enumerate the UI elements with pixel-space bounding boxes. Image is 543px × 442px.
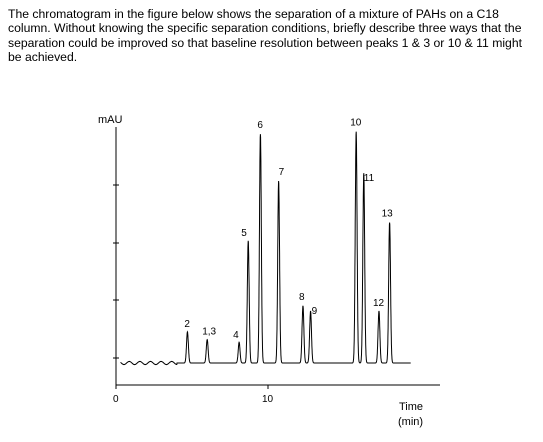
peak-label-4: 5 bbox=[241, 228, 247, 239]
x-tick-label-10: 10 bbox=[262, 394, 274, 405]
peak-label-7: 8 bbox=[299, 292, 305, 303]
x-axis-label-line1: Time bbox=[399, 401, 423, 413]
peak-label-10: 11 bbox=[364, 173, 375, 184]
y-axis-label: mAU bbox=[98, 114, 123, 126]
x-tick-label-0: 0 bbox=[113, 394, 119, 405]
peak-label-8: 9 bbox=[312, 306, 318, 317]
peak-label-5: 6 bbox=[257, 120, 263, 131]
chromatogram-trace bbox=[120, 131, 411, 366]
peak-label-12: 13 bbox=[382, 209, 394, 220]
peak-label-2: 1,3 bbox=[202, 327, 216, 338]
axes bbox=[113, 127, 440, 389]
peak-label-11: 12 bbox=[373, 298, 385, 309]
peak-label-9: 10 bbox=[350, 118, 362, 129]
peak-labels: 2 1,3 4 5 6 7 89 10 11 12 13 bbox=[184, 118, 393, 342]
peak-label-3: 4 bbox=[233, 330, 239, 341]
peak-label-1: 2 bbox=[184, 319, 190, 330]
question-text: The chromatogram in the figure below sho… bbox=[8, 7, 522, 64]
peak-label-6: 7 bbox=[279, 167, 285, 178]
x-axis-label-line2: (min) bbox=[398, 416, 423, 428]
